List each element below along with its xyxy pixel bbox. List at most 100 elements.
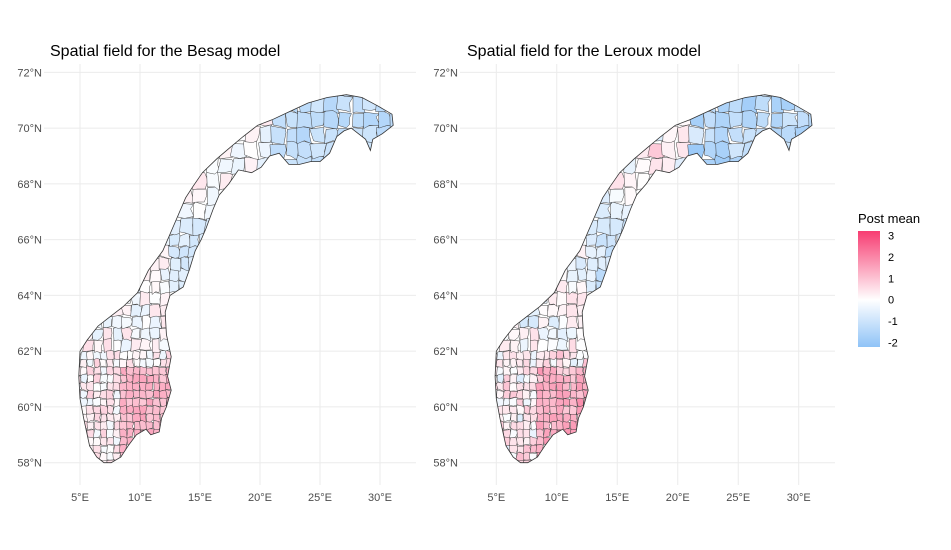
- legend-break-minus-1: -1: [888, 316, 898, 328]
- leroux-municipality: [623, 170, 638, 192]
- leroux-map: [494, 94, 813, 464]
- besag-municipality: [93, 412, 102, 423]
- leroux-municipality: [496, 390, 504, 399]
- leroux-municipality: [523, 398, 532, 407]
- besag-municipality: [130, 327, 141, 339]
- besag-municipality: [92, 406, 102, 414]
- besag-municipality: [151, 279, 161, 295]
- besag-y-tick-72: 72°N: [17, 67, 42, 79]
- besag-x-tick-30: 30°E: [368, 492, 392, 504]
- leroux-title: Spatial field for the Leroux model: [467, 43, 701, 60]
- legend-break-minus-2: -2: [888, 338, 898, 350]
- leroux-municipality: [586, 257, 599, 272]
- leroux-municipality: [542, 366, 552, 376]
- legend-break-0: 0: [888, 295, 894, 307]
- besag-municipality: [139, 338, 152, 351]
- leroux-y-tick-62: 62°N: [433, 346, 458, 358]
- leroux-municipality: [794, 124, 811, 142]
- besag-municipality: [190, 172, 209, 190]
- besag-municipality: [169, 257, 182, 272]
- leroux-municipality: [529, 390, 539, 400]
- legend-ticks: 3 2 1 0 -1 -2: [888, 230, 898, 349]
- leroux-municipality: [562, 382, 570, 391]
- besag-y-tick-58: 58°N: [17, 458, 42, 470]
- legend-break-2: 2: [888, 252, 894, 264]
- besag-municipality: [296, 125, 312, 145]
- leroux-municipality: [576, 268, 588, 281]
- besag-municipality: [99, 459, 109, 463]
- leroux-municipality: [510, 366, 518, 375]
- leroux-municipality: [687, 143, 705, 161]
- leroux-municipality: [562, 406, 571, 415]
- besag-y-tick-60: 60°N: [17, 402, 42, 414]
- besag-municipality: [389, 110, 394, 129]
- besag-panel: Spatial field for the Besag model 5°E 10…: [17, 43, 416, 504]
- besag-municipality: [93, 366, 102, 375]
- leroux-municipality: [583, 366, 592, 376]
- besag-municipality: [106, 413, 115, 422]
- besag-municipality: [132, 366, 141, 375]
- leroux-municipality: [510, 339, 521, 354]
- leroux-municipality: [548, 315, 560, 330]
- besag-municipality: [230, 158, 246, 175]
- leroux-x-tick-25: 25°E: [726, 492, 750, 504]
- leroux-y-tick-72: 72°N: [433, 67, 458, 79]
- besag-municipality: [99, 358, 107, 368]
- leroux-municipality: [556, 268, 568, 282]
- besag-municipality: [149, 291, 162, 305]
- besag-municipality: [105, 350, 115, 360]
- leroux-x-tick-10: 10°E: [545, 492, 569, 504]
- leroux-x-ticks: 5°E 10°E 15°E 20°E 25°E 30°E: [487, 492, 810, 504]
- leroux-municipality: [562, 389, 572, 399]
- leroux-municipality: [516, 398, 525, 407]
- leroux-municipality: [498, 339, 512, 352]
- besag-x-tick-25: 25°E: [308, 492, 332, 504]
- besag-municipality: [82, 339, 95, 352]
- legend: Post mean 3 2 1 0 -1 -2: [858, 211, 920, 350]
- leroux-country-outline: [494, 94, 813, 464]
- leroux-municipality: [516, 382, 525, 392]
- besag-municipality: [139, 358, 147, 368]
- leroux-municipality: [715, 94, 731, 113]
- besag-municipality: [100, 413, 107, 423]
- leroux-municipality: [516, 436, 525, 447]
- besag-municipality: [188, 255, 201, 272]
- besag-x-tick-5: 5°E: [71, 492, 89, 504]
- besag-municipality: [310, 110, 327, 129]
- besag-municipality: [269, 108, 287, 130]
- besag-municipality: [92, 437, 102, 447]
- besag-municipality: [126, 436, 135, 447]
- leroux-municipality: [755, 94, 773, 97]
- besag-municipality: [297, 94, 312, 113]
- besag-municipality: [85, 405, 95, 415]
- besag-map: [78, 94, 394, 464]
- leroux-municipality: [676, 109, 693, 127]
- besag-municipality: [112, 358, 121, 368]
- leroux-municipality: [754, 94, 772, 113]
- leroux-municipalities: [495, 94, 812, 463]
- leroux-y-tick-60: 60°N: [433, 402, 458, 414]
- besag-municipality: [119, 375, 128, 384]
- besag-municipality: [256, 155, 274, 174]
- leroux-municipality: [516, 413, 524, 423]
- besag-y-ticks: 72°N 70°N 68°N 66°N 64°N 62°N 60°N 58°N: [17, 67, 42, 469]
- leroux-y-tick-66: 66°N: [433, 235, 458, 247]
- leroux-municipality: [607, 172, 626, 190]
- leroux-municipality: [542, 358, 552, 368]
- leroux-municipality: [519, 337, 529, 354]
- besag-municipality: [131, 315, 143, 330]
- besag-municipality: [191, 188, 208, 203]
- leroux-municipality: [660, 141, 677, 160]
- besag-municipality: [106, 398, 115, 407]
- besag-municipality: [80, 390, 88, 399]
- besag-municipality: [148, 255, 161, 272]
- besag-municipality: [159, 268, 171, 281]
- leroux-municipality: [516, 373, 525, 384]
- leroux-municipality: [536, 375, 544, 384]
- leroux-municipality: [609, 188, 625, 203]
- legend-colorbar: [858, 231, 880, 347]
- leroux-municipality: [797, 108, 811, 129]
- leroux-municipality: [688, 125, 705, 145]
- besag-municipality: [146, 350, 154, 361]
